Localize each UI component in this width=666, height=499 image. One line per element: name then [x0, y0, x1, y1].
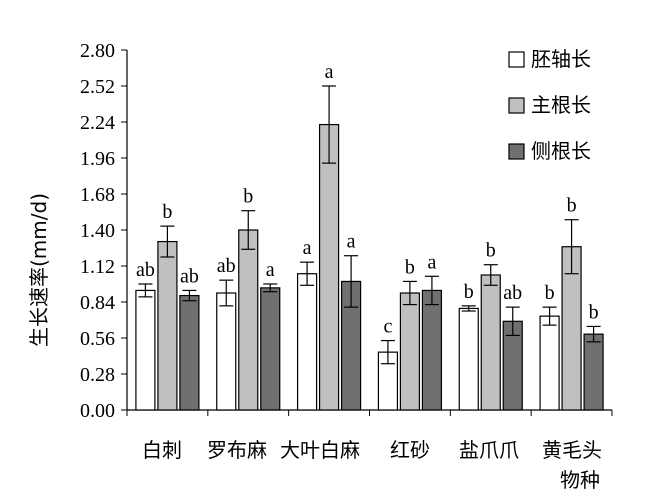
legend-swatch — [508, 97, 525, 114]
legend-swatch — [508, 143, 525, 160]
bar — [296, 273, 318, 411]
axes: 0.00 0.28 0.56 0.84 1.12 1.40 1.68 1.96 2.24 2.52… — [27, 40, 613, 492]
legend-label: 主根长 — [531, 93, 591, 117]
significance-label: ab — [217, 255, 236, 277]
significance-label: b — [589, 301, 599, 323]
y-tick-label: 0.84 — [80, 292, 115, 314]
legend-label: 胚轴长 — [531, 47, 591, 71]
x-tick-label: 盐爪爪 — [459, 438, 519, 462]
significance-label: ab — [136, 259, 155, 281]
bar — [179, 294, 200, 411]
significance-label: ab — [180, 265, 199, 287]
y-tick-label: 1.96 — [80, 148, 115, 170]
significance-label: b — [545, 282, 555, 304]
x-axis-label: 物种 — [560, 468, 600, 492]
significance-label: a — [347, 231, 356, 253]
y-axis-label: 生长速率(mm/d) — [27, 193, 51, 347]
y-tick-label: 0.56 — [80, 328, 115, 350]
bar — [318, 123, 340, 411]
significance-label: b — [464, 281, 474, 303]
legend-label: 侧根长 — [531, 139, 591, 163]
significance-label: ab — [503, 282, 522, 304]
bar — [260, 287, 281, 411]
y-tick-label: 0.28 — [80, 364, 115, 386]
significance-label: b — [243, 186, 253, 208]
y-tick-label: 2.80 — [80, 40, 115, 62]
y-tick-label: 2.52 — [80, 76, 115, 98]
significance-label: a — [303, 237, 312, 259]
bar — [238, 229, 259, 411]
bar — [421, 289, 443, 411]
significance-label: b — [405, 256, 415, 278]
bar — [583, 333, 604, 411]
bar — [399, 292, 421, 411]
significance-label: b — [567, 195, 577, 217]
x-tick-label: 大叶白麻 — [280, 438, 360, 462]
x-tick-label: 黄毛头 — [542, 438, 602, 462]
y-tick-label: 2.24 — [80, 112, 115, 134]
significance-label: c — [383, 316, 392, 338]
y-tick-label: 1.40 — [80, 220, 115, 242]
bar — [216, 292, 237, 411]
x-tick-label: 罗布麻 — [207, 438, 267, 462]
significance-label: b — [162, 201, 172, 223]
significance-label: b — [486, 240, 496, 262]
y-tick-label: 1.68 — [80, 184, 115, 206]
y-tick-label: 1.12 — [80, 256, 115, 278]
significance-label: a — [266, 259, 275, 281]
bar — [458, 307, 479, 411]
bar — [157, 240, 178, 411]
significance-label: a — [325, 61, 334, 83]
x-tick-label: 白刺 — [142, 438, 182, 462]
legend-swatch — [508, 51, 525, 68]
y-tick-label: 0.00 — [80, 400, 115, 422]
bar — [480, 274, 501, 411]
bar — [539, 315, 560, 411]
bar — [135, 289, 156, 411]
bars — [135, 85, 604, 411]
x-tick-label: 红砂 — [390, 438, 430, 462]
significance-label: a — [427, 251, 436, 273]
